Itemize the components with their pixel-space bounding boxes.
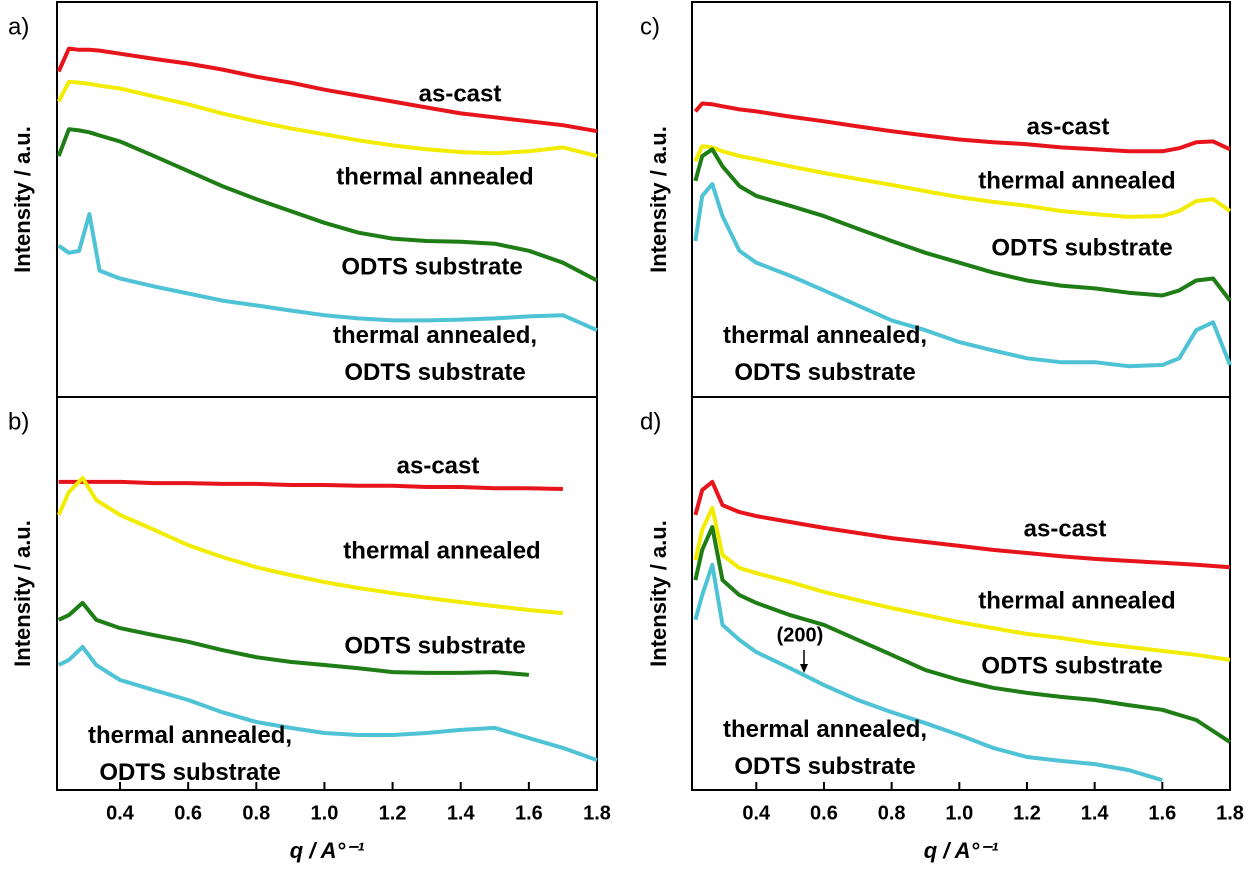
series-label-line: thermal annealed, <box>723 322 927 349</box>
data-line <box>56 79 598 159</box>
panel-label: c) <box>640 13 660 40</box>
data-line <box>693 562 1163 783</box>
x-tick-label: 1.8 <box>1216 802 1244 824</box>
series-label: ODTS substrate <box>344 632 525 659</box>
x-axis-label: q / A°⁻¹ <box>924 838 999 863</box>
series-label: ODTS substrate <box>991 234 1172 261</box>
data-line <box>56 127 598 283</box>
y-axis-label: Intensity / a.u. <box>646 126 671 273</box>
x-tick-label: 1.0 <box>945 802 973 824</box>
series-label: thermal annealed <box>336 163 533 190</box>
annotation-arrowhead <box>800 664 808 673</box>
data-line <box>693 144 1232 219</box>
panel-label: a) <box>8 13 29 40</box>
y-axis-label: Intensity / a.u. <box>10 126 35 273</box>
series-label-line: ODTS substrate <box>734 359 915 386</box>
x-tick-label: 0.6 <box>810 802 838 824</box>
series-label: as-cast <box>397 452 480 479</box>
series-label-line: thermal annealed, <box>723 716 927 743</box>
series-label-line: ODTS substrate <box>99 759 280 786</box>
series-label: thermal annealed <box>343 537 540 564</box>
series-label: as-cast <box>419 80 502 107</box>
data-line <box>58 479 563 491</box>
data-line <box>56 476 564 616</box>
series-label: thermal annealed <box>978 587 1175 614</box>
series-label: thermal annealed, ODTS substrate <box>88 722 292 786</box>
annotation: (200) <box>777 624 824 646</box>
x-tick-label: 0.8 <box>242 802 270 824</box>
x-tick-label: 1.4 <box>447 802 476 824</box>
series-label-line: thermal annealed, <box>88 722 292 749</box>
x-tick-label: 1.6 <box>1148 802 1176 824</box>
data-line <box>57 600 530 677</box>
series-label: thermal annealed, ODTS substrate <box>723 322 927 386</box>
x-tick-label: 1.6 <box>515 802 543 824</box>
data-line <box>693 479 1231 570</box>
data-line <box>57 644 598 762</box>
series-label: as-cast <box>1027 113 1110 140</box>
plot-frame <box>691 396 1231 791</box>
data-line <box>693 505 1231 662</box>
data-line <box>693 182 1232 369</box>
series-label: thermal annealed <box>978 167 1175 194</box>
x-tick-label: 0.8 <box>878 802 906 824</box>
series-label: as-cast <box>1024 515 1107 542</box>
series-label-line: ODTS substrate <box>734 753 915 780</box>
data-line <box>57 212 598 333</box>
series-label: ODTS substrate <box>981 652 1162 679</box>
x-tick-label: 0.4 <box>742 802 771 824</box>
series-label: ODTS substrate <box>341 253 522 280</box>
x-tick-label: 0.6 <box>174 802 202 824</box>
series-label: thermal annealed, ODTS substrate <box>333 322 537 386</box>
x-axis-label: q / A°⁻¹ <box>290 838 365 863</box>
data-line <box>693 525 1232 744</box>
x-tick-label: 1.2 <box>1013 802 1041 824</box>
data-line <box>693 101 1231 154</box>
x-tick-label: 1.8 <box>583 802 611 824</box>
series-label-line: thermal annealed, <box>333 322 537 349</box>
x-tick-label: 1.4 <box>1081 802 1110 824</box>
x-tick-label: 0.4 <box>106 802 135 824</box>
panel-label: d) <box>640 408 661 435</box>
x-tick-label: 1.2 <box>379 802 407 824</box>
panel-label: b) <box>8 408 29 435</box>
series-label-line: ODTS substrate <box>344 359 525 386</box>
y-axis-label: Intensity / a.u. <box>646 520 671 667</box>
y-axis-label: Intensity / a.u. <box>10 520 35 667</box>
series-label: thermal annealed, ODTS substrate <box>723 716 927 780</box>
plot-frame <box>56 396 598 791</box>
data-line <box>56 46 598 134</box>
data-line <box>693 147 1232 302</box>
x-tick-label: 1.0 <box>311 802 339 824</box>
